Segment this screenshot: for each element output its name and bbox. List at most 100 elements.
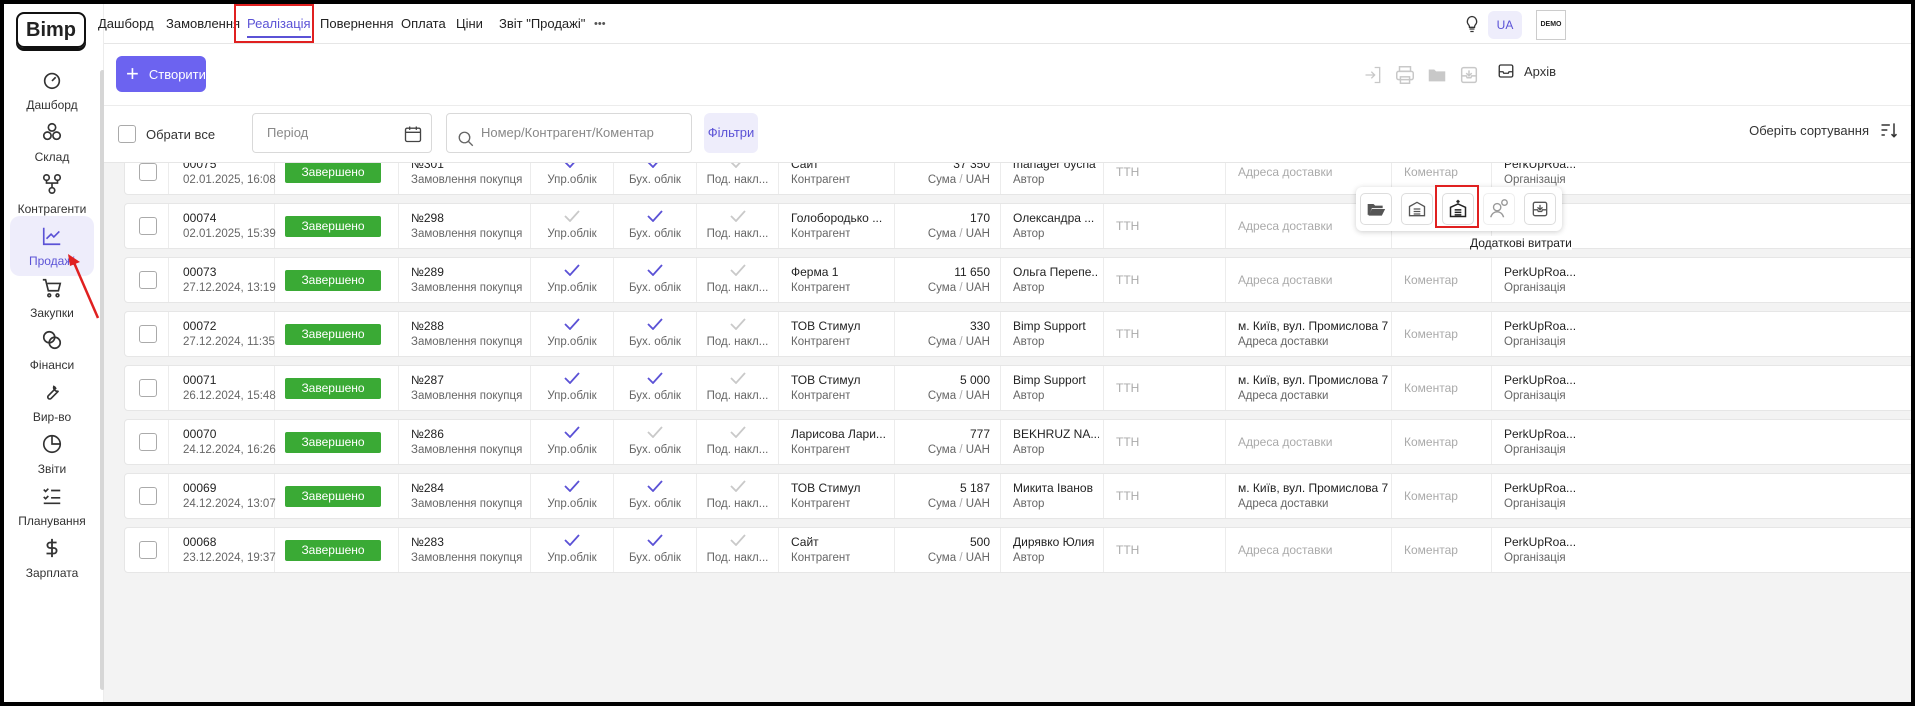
doc-number[interactable]: 00071 — [183, 373, 217, 387]
select-all-checkbox[interactable] — [118, 125, 136, 143]
comment-field[interactable]: Коментар — [1404, 381, 1458, 395]
row-checkbox[interactable] — [139, 271, 157, 289]
sidebar-item-contractors[interactable]: Контрагенти — [10, 164, 94, 224]
table-row[interactable]: 00069 24.12.2024, 13:07 Завершено №284 Замов… — [124, 473, 1911, 519]
import-icon[interactable] — [1360, 62, 1386, 88]
open-action-button[interactable] — [1360, 193, 1392, 225]
sidebar-item-finance[interactable]: Фінанси — [10, 320, 94, 380]
tab-prices[interactable]: Ціни — [456, 16, 483, 31]
ttn-field[interactable]: ТТН — [1116, 327, 1140, 341]
sidebar-item-reports[interactable]: Звіти — [10, 424, 94, 484]
order-number[interactable]: №289 — [411, 265, 444, 279]
address-value[interactable]: м. Київ, вул. Промислова 7 — [1238, 319, 1389, 333]
period-input[interactable]: Період — [252, 113, 432, 153]
tab-payment[interactable]: Оплата — [401, 16, 446, 31]
print-icon[interactable] — [1392, 62, 1418, 88]
doc-number[interactable]: 00070 — [183, 427, 217, 441]
tab-sales-report[interactable]: Звіт "Продажі" — [499, 16, 586, 31]
order-number[interactable]: №298 — [411, 211, 444, 225]
ttn-field[interactable]: ТТН — [1116, 219, 1140, 233]
contractor-name[interactable]: Ларисова Лари... — [791, 427, 886, 441]
sidebar-item-warehouse[interactable]: Склад — [10, 112, 94, 172]
person-action-button[interactable] — [1483, 193, 1515, 225]
contractor-name[interactable]: ТОВ Стимул — [791, 319, 861, 333]
folder-icon[interactable] — [1424, 62, 1450, 88]
ttn-field[interactable]: ТТН — [1116, 273, 1140, 287]
comment-field[interactable]: Коментар — [1404, 165, 1458, 179]
filters-button[interactable]: Фільтри — [704, 113, 758, 153]
sidebar-item-purchases[interactable]: Закупки — [10, 268, 94, 328]
doc-number[interactable]: 00075 — [183, 162, 217, 171]
table-row[interactable]: 00070 24.12.2024, 16:26 Завершено №286 Замов… — [124, 419, 1911, 465]
address-field[interactable]: Адреса доставки — [1238, 165, 1333, 179]
comment-field[interactable]: Коментар — [1404, 327, 1458, 341]
select-all[interactable]: Обрати все — [118, 125, 215, 143]
comment-field[interactable]: Коментар — [1404, 273, 1458, 287]
contractor-name[interactable]: ТОВ Стимул — [791, 481, 861, 495]
row-checkbox[interactable] — [139, 541, 157, 559]
search-input[interactable]: Номер/Контрагент/Коментар — [446, 113, 692, 153]
lightbulb-icon[interactable] — [1462, 12, 1482, 41]
ttn-field[interactable]: ТТН — [1116, 435, 1140, 449]
row-checkbox[interactable] — [139, 325, 157, 343]
order-number[interactable]: №286 — [411, 427, 444, 441]
tab-realization[interactable]: Реалізація — [247, 4, 311, 44]
sidebar-item-sales[interactable]: Продажі — [10, 216, 94, 276]
archive-action-button[interactable] — [1524, 193, 1556, 225]
language-switch[interactable]: UA — [1488, 11, 1522, 39]
archive-button[interactable]: Архів — [1496, 62, 1556, 80]
ttn-field[interactable]: ТТН — [1116, 543, 1140, 557]
ttn-field[interactable]: ТТН — [1116, 381, 1140, 395]
table-row[interactable]: 00068 23.12.2024, 19:37 Завершено №283 Замов… — [124, 527, 1911, 573]
contractor-name[interactable]: Ферма 1 — [791, 265, 839, 279]
sidebar-item-dashboard[interactable]: Дашборд — [10, 60, 94, 120]
row-checkbox[interactable] — [139, 163, 157, 181]
tab-dashboard[interactable]: Дашборд — [98, 16, 154, 31]
table-row[interactable]: 00073 27.12.2024, 13:19 Завершено №289 Замов… — [124, 257, 1911, 303]
create-button[interactable]: + Створити — [116, 56, 206, 92]
address-value[interactable]: м. Київ, вул. Промислова 7 — [1238, 373, 1389, 387]
doc-number[interactable]: 00072 — [183, 319, 217, 333]
address-field[interactable]: Адреса доставки — [1238, 273, 1333, 287]
comment-field[interactable]: Коментар — [1404, 543, 1458, 557]
logo[interactable]: Bimp — [16, 12, 86, 48]
address-value[interactable]: м. Київ, вул. Промислова 7 — [1238, 481, 1389, 495]
warehouse-action-button[interactable] — [1401, 193, 1433, 225]
ttn-field[interactable]: ТТН — [1116, 165, 1140, 179]
tab-returns[interactable]: Повернення — [320, 16, 394, 31]
doc-number[interactable]: 00069 — [183, 481, 217, 495]
table-row[interactable]: 00075 02.01.2025, 16:08 Завершено №301 Замов… — [124, 162, 1911, 195]
comment-field[interactable]: Коментар — [1404, 435, 1458, 449]
doc-number[interactable]: 00074 — [183, 211, 217, 225]
address-field[interactable]: Адреса доставки — [1238, 219, 1333, 233]
company-avatar[interactable]: DEMO — [1536, 10, 1566, 40]
contractor-name[interactable]: Сайт — [791, 162, 819, 171]
table-row[interactable]: 00072 27.12.2024, 11:35 Завершено №288 Замов… — [124, 311, 1911, 357]
table-row[interactable]: 00074 02.01.2025, 15:39 Завершено №298 Замов… — [124, 203, 1911, 249]
order-number[interactable]: №288 — [411, 319, 444, 333]
row-checkbox[interactable] — [139, 217, 157, 235]
archive-box-icon[interactable] — [1456, 62, 1482, 88]
row-checkbox[interactable] — [139, 487, 157, 505]
sidebar-item-salary[interactable]: Зарплата — [10, 528, 94, 588]
order-number[interactable]: №301 — [411, 162, 444, 171]
tab-orders[interactable]: Замовлення — [166, 16, 241, 31]
order-number[interactable]: №287 — [411, 373, 444, 387]
contractor-name[interactable]: ТОВ Стимул — [791, 373, 861, 387]
contractor-name[interactable]: Сайт — [791, 535, 819, 549]
contractor-name[interactable]: Голобородько ... — [791, 211, 883, 225]
table-row[interactable]: 00071 26.12.2024, 15:48 Завершено №287 Замов… — [124, 365, 1911, 411]
doc-number[interactable]: 00068 — [183, 535, 217, 549]
calendar-icon[interactable] — [403, 122, 423, 160]
address-field[interactable]: Адреса доставки — [1238, 435, 1333, 449]
additional-costs-button[interactable] — [1442, 193, 1474, 225]
order-number[interactable]: №283 — [411, 535, 444, 549]
row-checkbox[interactable] — [139, 379, 157, 397]
sidebar-scrollbar[interactable] — [100, 70, 105, 690]
order-number[interactable]: №284 — [411, 481, 444, 495]
address-field[interactable]: Адреса доставки — [1238, 543, 1333, 557]
row-checkbox[interactable] — [139, 433, 157, 451]
sort-select[interactable]: Оберіть сортування — [1749, 120, 1899, 140]
more-tabs-button[interactable]: ••• — [594, 18, 606, 30]
comment-field[interactable]: Коментар — [1404, 489, 1458, 503]
